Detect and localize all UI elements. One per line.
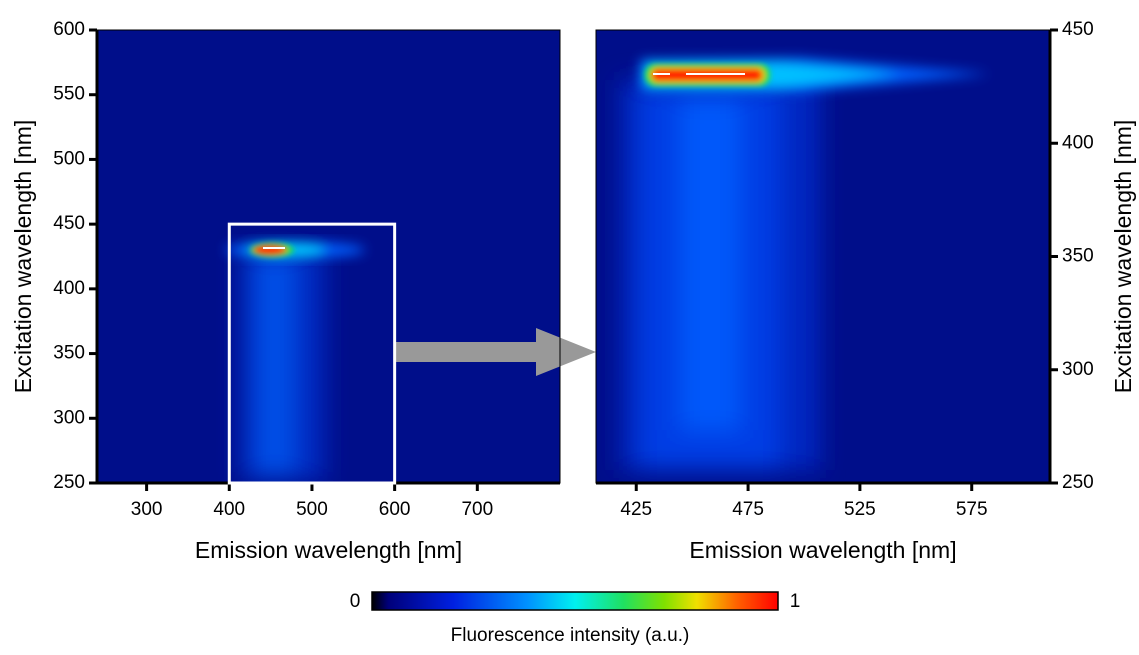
colorbar [371, 591, 779, 611]
heatmap-image [97, 30, 560, 483]
zoom-arrow [396, 328, 596, 376]
y-tick-label: 350 [53, 343, 85, 364]
y-tick-label: 250 [1062, 472, 1094, 493]
x-tick-label: 500 [296, 499, 328, 520]
x-tick-label: 600 [379, 499, 411, 520]
x-tick-label: 475 [732, 499, 764, 520]
x-tick-label: 400 [213, 499, 245, 520]
y-tick-label: 450 [1062, 19, 1094, 40]
heatmap-image [596, 30, 1050, 483]
y-tick-label: 300 [1062, 359, 1094, 380]
zoom-region [227, 222, 397, 485]
colorbar-tick-label: 1 [790, 591, 801, 612]
x-tick-label: 425 [620, 499, 652, 520]
y-tick-label: 400 [53, 278, 85, 299]
y-tick-label: 250 [53, 472, 85, 493]
y-tick-label: 500 [53, 148, 85, 169]
y-tick-label: 450 [53, 213, 85, 234]
y-tick-label: 300 [53, 407, 85, 428]
y-tick-label: 400 [1062, 132, 1094, 153]
y-axis-label: Excitation wavelength [nm] [10, 120, 36, 394]
x-tick-label: 300 [131, 499, 163, 520]
x-axis-label: Emission wavelength [nm] [689, 537, 956, 563]
y-axis-label: Excitation wavelength [nm] [1110, 120, 1136, 394]
x-axis-label: Emission wavelength [nm] [195, 537, 462, 563]
x-tick-label: 525 [844, 499, 876, 520]
x-tick-label: 700 [461, 499, 493, 520]
y-tick-label: 350 [1062, 246, 1094, 267]
y-tick-label: 600 [53, 19, 85, 40]
colorbar-label: Fluorescence intensity (a.u.) [451, 625, 690, 646]
y-tick-label: 550 [53, 84, 85, 105]
x-tick-label: 575 [956, 499, 988, 520]
colorbar-tick-label: 0 [350, 591, 361, 612]
